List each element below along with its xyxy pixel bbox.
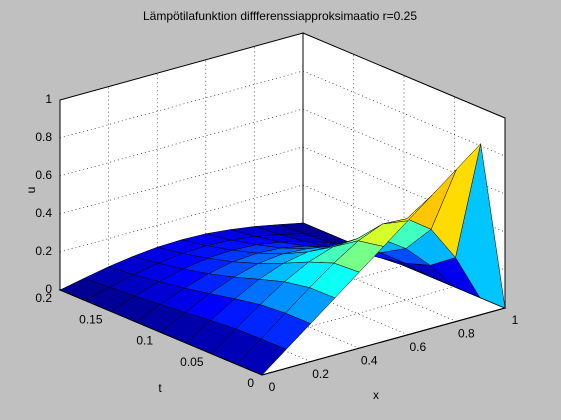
z-tick-label: 0.8 bbox=[35, 130, 52, 144]
x-tick-label: 0.4 bbox=[361, 353, 378, 367]
x-axis-label: x bbox=[373, 388, 379, 402]
z-tick-label: 0.2 bbox=[35, 244, 52, 258]
grid-line bbox=[302, 70, 506, 157]
z-tick-label: 0 bbox=[45, 282, 52, 296]
grid-line bbox=[157, 262, 360, 349]
z-axis-label: u bbox=[24, 187, 38, 194]
surface bbox=[59, 142, 506, 376]
y-tick-label: 0 bbox=[247, 376, 254, 390]
y-tick-label: 0.1 bbox=[136, 334, 153, 348]
y-tick-label: 0.05 bbox=[180, 355, 204, 369]
x-tick-label: 0.8 bbox=[458, 327, 475, 341]
grid-line bbox=[302, 32, 506, 119]
grid-line bbox=[302, 184, 506, 271]
z-tick-label: 1 bbox=[45, 92, 52, 106]
grid-line bbox=[254, 236, 457, 322]
y-tick-label: 0.15 bbox=[79, 312, 103, 326]
z-tick-label: 0.4 bbox=[35, 206, 52, 220]
x-tick-label: 0.6 bbox=[409, 340, 426, 354]
y-axis bbox=[59, 289, 263, 376]
z-tick-label: 0.6 bbox=[35, 168, 52, 182]
labels: 00.20.40.60.8100.050.10.150.200.20.40.60… bbox=[35, 92, 518, 394]
x-tick-label: 0.2 bbox=[312, 367, 329, 381]
grid-line bbox=[205, 249, 408, 336]
x-tick-label: 1 bbox=[512, 313, 519, 327]
grid-line bbox=[302, 108, 506, 195]
grid-line bbox=[302, 146, 506, 233]
y-axis-label: t bbox=[158, 381, 162, 395]
x-tick-label: 0 bbox=[269, 380, 276, 394]
y-tick-label: 0.2 bbox=[35, 291, 52, 305]
x-axis bbox=[261, 307, 506, 376]
chart-title: Lämpötilafunktion diffferenssiapproksima… bbox=[143, 9, 417, 23]
